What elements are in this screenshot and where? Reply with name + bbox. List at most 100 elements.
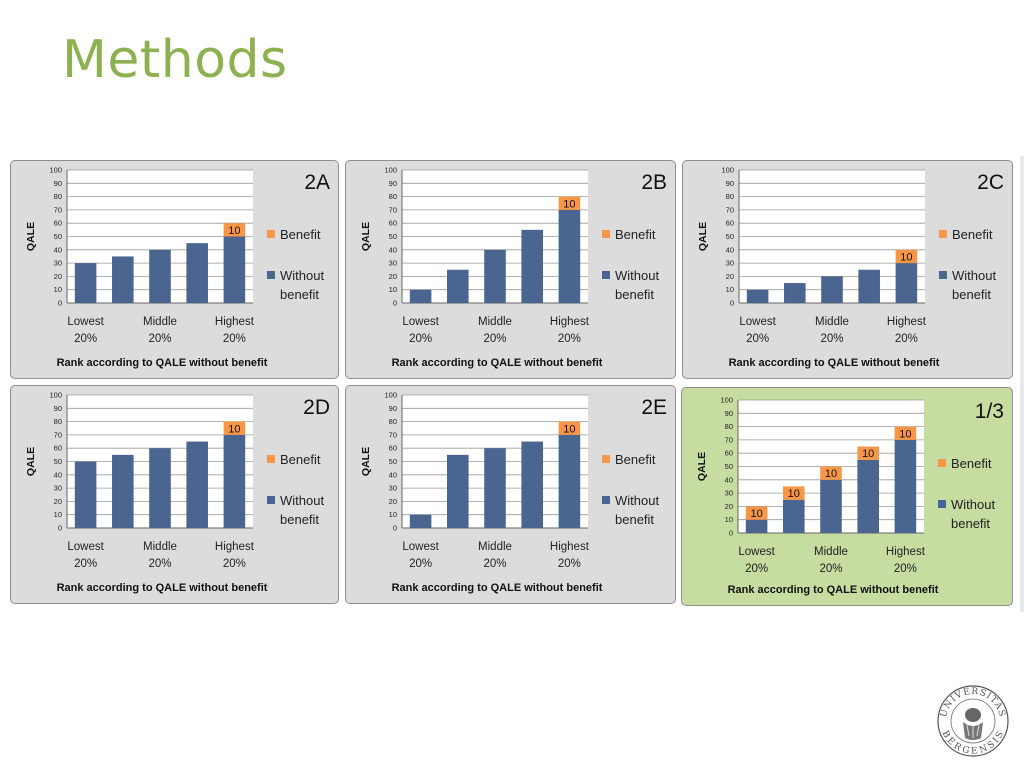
- chart-panel: 0 10 20 30 40 50 60 70 80 90 100 10 Lowest 20% Middle 2…: [345, 160, 676, 379]
- y-tick-label: 60: [54, 219, 62, 228]
- x-category-label: Middle: [814, 546, 848, 558]
- x-category-label: 20%: [223, 558, 246, 570]
- panel-title: 2D: [303, 396, 330, 419]
- bar-without-benefit: [409, 289, 432, 303]
- y-tick-label: 30: [726, 259, 734, 268]
- bar-without-benefit: [186, 243, 208, 303]
- y-tick-label: 0: [730, 299, 734, 308]
- y-tick-label: 50: [725, 462, 733, 471]
- y-tick-label: 20: [389, 272, 397, 281]
- legend-swatch-benefit: [602, 230, 610, 238]
- legend-label-benefit: Benefit: [615, 227, 656, 242]
- slide-title: Methods: [62, 30, 288, 90]
- chart-svg: 0 10 20 30 40 50 60 70 80 90 100 10 Lowest 20% Middle 2…: [25, 391, 330, 595]
- y-tick-label: 50: [389, 232, 397, 241]
- bar-without-benefit: [521, 229, 543, 303]
- x-category-label: 20%: [819, 563, 842, 575]
- y-tick-label: 90: [726, 179, 734, 188]
- y-axis-title: QALE: [697, 222, 709, 251]
- legend-label-benefit: Benefit: [280, 452, 321, 467]
- y-tick-label: 90: [725, 409, 733, 418]
- data-label: 10: [228, 225, 240, 237]
- bar-without-benefit: [745, 519, 768, 533]
- legend-swatch-without-benefit: [938, 500, 946, 508]
- y-tick-label: 30: [725, 489, 733, 498]
- x-category-label: Lowest: [67, 541, 104, 553]
- legend-swatch-without-benefit: [602, 496, 610, 504]
- bar-without-benefit: [74, 461, 97, 528]
- y-tick-label: 20: [54, 272, 62, 281]
- y-tick-label: 70: [725, 435, 733, 444]
- legend-label-without-benefit: Without: [951, 497, 995, 512]
- bar-without-benefit: [821, 276, 843, 303]
- x-category-label: Highest: [215, 316, 255, 328]
- x-category-label: Lowest: [402, 541, 439, 553]
- data-label: 10: [899, 428, 911, 440]
- bar-benefit: [223, 223, 246, 237]
- panel-title: 2E: [641, 396, 667, 419]
- y-tick-label: 0: [393, 524, 397, 533]
- y-tick-label: 100: [384, 391, 397, 400]
- legend-label-benefit: Benefit: [615, 452, 656, 467]
- x-category-label: Lowest: [739, 316, 776, 328]
- legend-label-benefit: Benefit: [951, 456, 992, 471]
- bar-without-benefit: [858, 269, 880, 303]
- x-category-label: Middle: [478, 541, 512, 553]
- y-tick-label: 20: [54, 497, 62, 506]
- panel-title: 1/3: [975, 400, 1004, 423]
- panel-title: 2A: [304, 171, 330, 194]
- x-category-label: Lowest: [402, 316, 439, 328]
- x-category-label: 20%: [894, 563, 917, 575]
- chart-panel: 0 10 20 30 40 50 60 70 80 90 100 10 Lowest 20% Middle 2…: [10, 160, 339, 379]
- chart-svg: 0 10 20 30 40 50 60 70 80 90 100 10 10 10 10 10 Lowest 20…: [696, 396, 1004, 597]
- bar-benefit: [558, 421, 581, 435]
- legend-swatch-without-benefit: [939, 271, 947, 279]
- chart-svg: 0 10 20 30 40 50 60 70 80 90 100 10 Lowest 20% Middle 2…: [360, 391, 667, 595]
- x-category-label: Middle: [143, 316, 177, 328]
- legend-swatch-without-benefit: [602, 271, 610, 279]
- bar-without-benefit: [112, 256, 134, 303]
- bar-without-benefit: [558, 209, 581, 303]
- legend-swatch-benefit: [602, 455, 610, 463]
- bar-without-benefit: [223, 434, 246, 528]
- bar-without-benefit: [112, 454, 134, 528]
- seal-icon: UNIVERSITAS BERGENSIS: [937, 685, 1009, 757]
- y-tick-label: 30: [54, 259, 62, 268]
- x-category-label: 20%: [409, 558, 432, 570]
- bar-without-benefit: [186, 441, 208, 528]
- legend-label-without-benefit: benefit: [615, 287, 654, 302]
- bar-benefit: [895, 249, 918, 264]
- data-label: 10: [900, 251, 912, 263]
- bar-without-benefit: [521, 441, 543, 528]
- y-tick-label: 10: [389, 285, 397, 294]
- bar-without-benefit: [484, 249, 506, 303]
- legend-label-benefit: Benefit: [952, 227, 993, 242]
- panel-title: 2C: [977, 171, 1004, 194]
- legend-label-benefit: Benefit: [280, 227, 321, 242]
- y-tick-label: 60: [725, 449, 733, 458]
- y-tick-label: 40: [54, 245, 62, 254]
- y-tick-label: 100: [49, 166, 62, 175]
- y-tick-label: 0: [58, 299, 62, 308]
- legend-swatch-without-benefit: [267, 271, 275, 279]
- y-tick-label: 100: [720, 396, 733, 405]
- legend-label-without-benefit: Without: [615, 268, 659, 283]
- y-axis-title: QALE: [696, 452, 708, 481]
- x-axis-title: Rank according to QALE without benefit: [392, 357, 603, 369]
- chart-svg: 0 10 20 30 40 50 60 70 80 90 100 10 Lowest 20% Middle 2…: [697, 166, 1004, 370]
- bar-without-benefit: [784, 283, 806, 303]
- y-tick-label: 40: [389, 470, 397, 479]
- y-tick-label: 80: [726, 192, 734, 201]
- bar-without-benefit: [484, 448, 506, 528]
- x-category-label: Lowest: [738, 546, 775, 558]
- y-tick-label: 70: [54, 205, 62, 214]
- y-tick-label: 60: [54, 444, 62, 453]
- x-category-label: Highest: [886, 546, 926, 558]
- legend-label-without-benefit: Without: [952, 268, 996, 283]
- bar-without-benefit: [149, 448, 171, 528]
- y-tick-label: 80: [725, 422, 733, 431]
- x-category-label: 20%: [148, 333, 171, 345]
- x-category-label: Middle: [478, 316, 512, 328]
- y-tick-label: 20: [726, 272, 734, 281]
- data-label: 10: [228, 423, 240, 435]
